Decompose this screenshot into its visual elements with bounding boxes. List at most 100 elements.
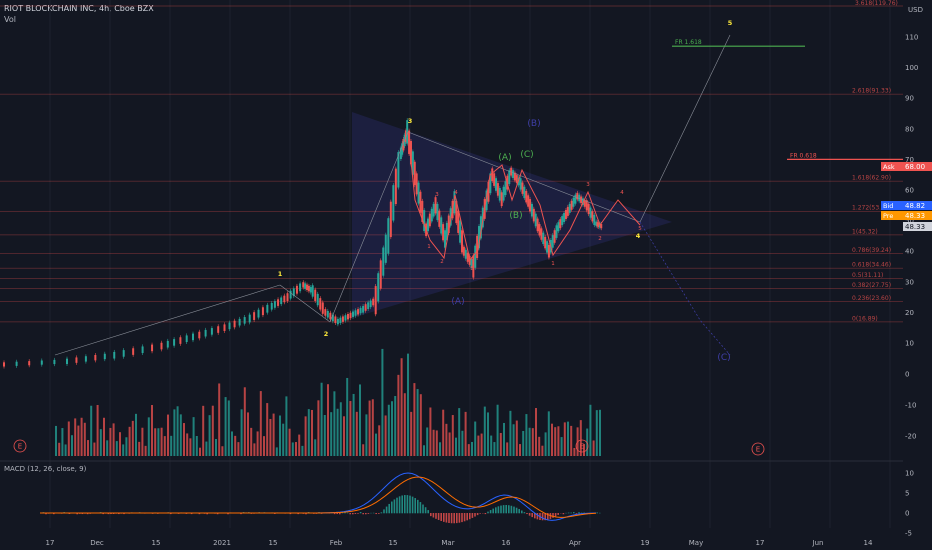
- candle-body: [515, 175, 518, 183]
- candle-body: [311, 285, 314, 297]
- price-tick-label: 70: [905, 156, 914, 164]
- candle-body: [372, 298, 375, 306]
- candle-body: [474, 245, 477, 268]
- macd-label[interactable]: MACD (12, 26, close, 9): [4, 465, 87, 473]
- price-tick-label: 40: [905, 248, 914, 256]
- time-tick-label: 14: [864, 539, 873, 547]
- volume-bar: [112, 423, 115, 456]
- volume-bar: [560, 437, 563, 456]
- candle-body: [536, 218, 539, 232]
- candle-body: [574, 194, 577, 204]
- wave-label: 2: [324, 330, 329, 338]
- volume-bar: [74, 418, 77, 456]
- symbol-title[interactable]: RIOT BLOCKCHAIN INC, 4h, Cboe BZX: [4, 4, 154, 13]
- volume-bar: [579, 420, 582, 456]
- macd-histogram-bar: [339, 513, 341, 515]
- candle-body: [141, 346, 144, 354]
- macd-histogram-bar: [86, 513, 89, 515]
- candle-body: [508, 170, 511, 185]
- volume-bar: [231, 431, 233, 456]
- candle-body: [493, 173, 496, 186]
- volume-bar: [170, 435, 173, 456]
- volume-bar: [138, 441, 141, 456]
- volume-bar: [339, 402, 342, 456]
- earnings-marker: [575, 439, 589, 453]
- macd-histogram-bar: [107, 513, 110, 515]
- volume-bar: [218, 383, 221, 456]
- candle-body: [379, 260, 382, 289]
- candle-body: [295, 285, 298, 294]
- candle-body: [257, 309, 260, 318]
- candle-body: [397, 152, 400, 188]
- volume-bar: [365, 414, 368, 456]
- macd-histogram-bar: [341, 512, 344, 514]
- volume-bar: [519, 444, 521, 456]
- candle-body: [430, 208, 433, 222]
- macd-histogram-bar: [541, 513, 544, 521]
- volume-bar: [391, 401, 393, 456]
- candle-body: [521, 182, 524, 194]
- volume-bar: [423, 445, 425, 456]
- volume-bar: [554, 427, 557, 456]
- candle-body: [198, 331, 201, 339]
- volume-bar: [458, 408, 461, 456]
- macd-histogram-bar: [513, 506, 515, 514]
- volume-bar: [343, 416, 345, 456]
- projection-line: [639, 34, 731, 223]
- volume-bar: [480, 433, 483, 456]
- sub-wave-label: 5: [470, 266, 474, 272]
- volume-bar: [394, 396, 397, 456]
- volume-bar: [551, 423, 553, 456]
- candle-body: [491, 168, 494, 181]
- wave-label: 3: [408, 117, 413, 125]
- fib-label: 0.618(34.46): [852, 262, 891, 269]
- candle-body: [432, 203, 435, 217]
- volume-bar: [189, 438, 192, 456]
- candle-body: [304, 283, 307, 289]
- candle-body: [204, 329, 207, 337]
- volume-bar: [179, 414, 182, 456]
- volume-bar: [595, 410, 598, 456]
- volume-bars: [55, 348, 601, 456]
- candle-body: [402, 139, 405, 151]
- macd-histogram-bar: [401, 495, 403, 514]
- candle-body: [151, 344, 154, 352]
- macd-histogram-bar: [515, 507, 518, 514]
- macd-histogram-bar: [518, 509, 520, 514]
- volume-bar: [80, 417, 83, 456]
- volume-bar: [227, 400, 230, 456]
- candle-body: [489, 173, 492, 194]
- macd-histogram-bar: [216, 513, 219, 515]
- volume-label[interactable]: Vol: [4, 15, 16, 24]
- macd-histogram-bar: [547, 513, 549, 520]
- macd-histogram-bar: [510, 505, 513, 514]
- time-tick-label: 15: [389, 539, 398, 547]
- volume-bar: [269, 418, 272, 456]
- volume-bar: [119, 432, 121, 456]
- candle-body: [326, 310, 329, 318]
- macd-histogram-bar: [534, 513, 536, 519]
- volume-bar: [499, 432, 502, 456]
- volume-bar: [323, 414, 326, 456]
- volume-bar: [243, 387, 246, 456]
- volume-bar: [192, 417, 195, 456]
- ask-badge-label: Ask: [883, 163, 895, 171]
- candle-body: [534, 213, 537, 227]
- volume-bar: [151, 405, 153, 456]
- candle-body: [455, 200, 458, 224]
- volume-bar: [61, 428, 64, 456]
- candle-body: [544, 236, 547, 249]
- macd-histogram-bar: [404, 495, 406, 514]
- volume-bar: [557, 426, 560, 456]
- candle-body: [228, 322, 231, 330]
- candle-body: [513, 172, 516, 181]
- volume-bar: [109, 427, 112, 456]
- candle-body: [496, 183, 499, 196]
- candle-body: [307, 285, 310, 292]
- macd-histogram-bar: [123, 513, 125, 515]
- fib-label: 0.382(27.75): [852, 282, 891, 289]
- candle-body: [459, 220, 462, 243]
